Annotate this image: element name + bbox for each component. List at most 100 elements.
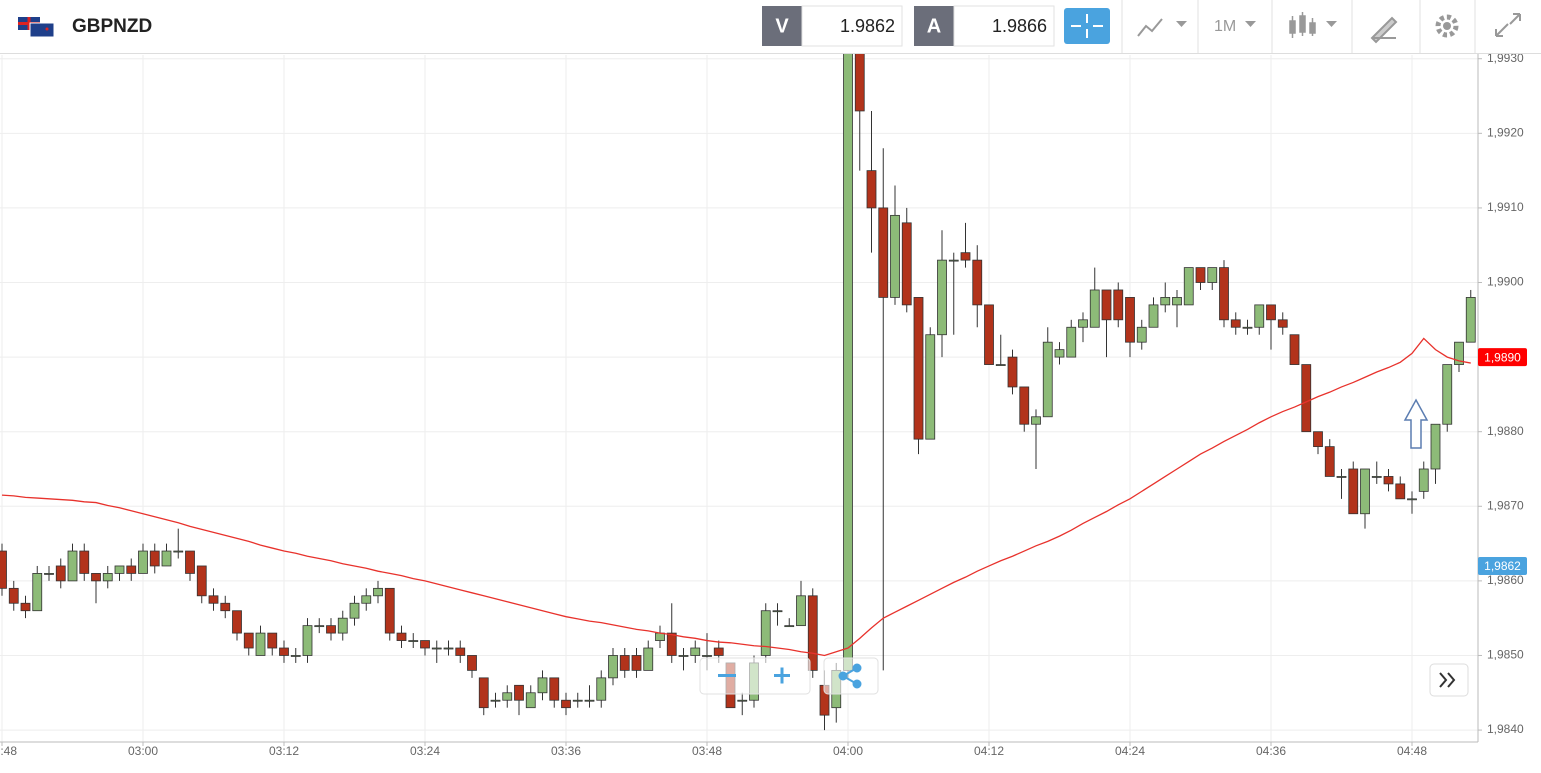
candle-body (1336, 476, 1347, 478)
ask-box[interactable] (953, 5, 1055, 47)
candle-body (349, 602, 360, 619)
candle-body (1160, 297, 1171, 306)
candle-body (514, 684, 524, 701)
dropdown (1245, 21, 1256, 27)
candle-body (901, 222, 912, 306)
settings-icon[interactable] (1435, 14, 1459, 38)
flag-star (45, 27, 49, 31)
candle-body (431, 647, 442, 650)
candle-body (361, 595, 372, 604)
candle-body (8, 587, 19, 604)
scroll-icon (1439, 672, 1456, 688)
candle-body (232, 610, 242, 634)
x-tick-label: 04:48 (1397, 744, 1427, 758)
candle-body (666, 632, 677, 656)
candle-body (408, 640, 419, 642)
candle-body (196, 565, 207, 597)
candle-body (960, 252, 971, 261)
candle-body (455, 647, 466, 656)
candle-body (384, 587, 395, 634)
candle-body (1089, 289, 1100, 328)
ask-tag[interactable] (914, 6, 954, 46)
candle-body (1195, 267, 1206, 283)
timeframe[interactable]: 1M (1214, 18, 1236, 35)
dropdown (1176, 21, 1187, 27)
zoom-in[interactable] (774, 667, 790, 684)
overlays (699, 398, 1469, 697)
candle-body (925, 334, 936, 440)
candle-body (772, 610, 783, 613)
candle-body (1371, 476, 1382, 478)
bid-letter: V (775, 15, 789, 37)
crosshair-button[interactable] (1064, 8, 1110, 44)
chart-type-icon[interactable] (1289, 12, 1316, 38)
price-tag-label: 1,9890 (1484, 350, 1521, 364)
candle-body (138, 550, 148, 574)
candle-body (619, 655, 630, 671)
candle-body (396, 632, 407, 641)
candle-body (1395, 483, 1406, 500)
candle-body (243, 632, 254, 649)
draw-icon[interactable] (1370, 16, 1398, 44)
candle-body (890, 214, 900, 298)
candle-body (1042, 341, 1053, 418)
x-tick-label: 04:24 (1115, 744, 1145, 758)
toolbar: GBPNZD V 1.9862 A 1.9866 1M (0, 0, 1541, 54)
x-tick-label: 03:36 (551, 744, 581, 758)
candle-body (525, 692, 536, 709)
bid-tag[interactable] (762, 6, 802, 46)
candle-body (1172, 297, 1182, 306)
candle-body (149, 550, 160, 567)
zoom-controls (699, 657, 811, 695)
candle-body (561, 699, 571, 709)
candle-body (843, 54, 853, 671)
candle-body (255, 632, 266, 656)
candle-body (737, 699, 748, 702)
candle-body (690, 647, 701, 656)
candle-body (1442, 364, 1453, 425)
separators (1121, 0, 1476, 53)
crosshair-icon (1071, 14, 1103, 38)
candle-body (784, 625, 795, 628)
share[interactable] (838, 663, 862, 689)
candle-body (1113, 289, 1124, 321)
candle-body (1430, 423, 1441, 470)
price-tag (1478, 348, 1527, 367)
candle-body (1125, 297, 1135, 343)
candle-body (1277, 319, 1288, 328)
scroll-right[interactable] (1429, 663, 1469, 697)
x-tick-label: 03:00 (128, 744, 158, 758)
candle-body (995, 364, 1006, 366)
x-tick-label: 04:36 (1256, 744, 1286, 758)
candle-body (290, 655, 301, 657)
y-tick-label: 1,9870 (1487, 498, 1524, 512)
candle-body (713, 647, 724, 656)
candle-body (948, 259, 959, 262)
fullscreen-icon[interactable] (1495, 13, 1521, 37)
settings-center (1443, 22, 1451, 30)
zoom-out[interactable] (718, 674, 736, 677)
indicator-icon[interactable] (1137, 18, 1163, 37)
candle-body (467, 655, 477, 671)
x-tick-label: 04:12 (974, 744, 1004, 758)
candle-body (866, 170, 877, 209)
candle-body (1066, 326, 1077, 358)
x-tick-label: 02:48 (0, 744, 17, 758)
candle-body (1360, 468, 1370, 515)
candle-body (208, 595, 219, 604)
plot (0, 54, 1478, 742)
candle-body (655, 632, 665, 641)
candle-body (1019, 386, 1030, 425)
x-tick-label: 03:24 (410, 744, 440, 758)
candle-body (878, 207, 889, 298)
ask-price: 1.9866 (992, 16, 1047, 36)
bid-box[interactable] (801, 5, 903, 47)
candle-body (20, 602, 31, 612)
x-tick-label: 04:00 (833, 744, 863, 758)
candle-body (1266, 304, 1276, 321)
flag-nz (29, 22, 55, 38)
y-tick-label: 1,9930 (1487, 51, 1524, 65)
candle-body (1183, 267, 1194, 306)
y-tick-label: 1,9910 (1487, 200, 1524, 214)
candle-body (1254, 304, 1265, 328)
